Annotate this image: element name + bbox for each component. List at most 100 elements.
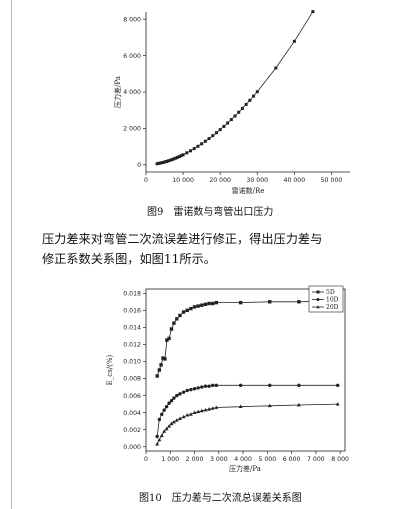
fig10-legend-label: 5D bbox=[326, 289, 335, 296]
fig10-data-point-5D bbox=[159, 363, 163, 367]
fig10-legend-box bbox=[308, 285, 344, 313]
fig9-data-point bbox=[222, 124, 226, 128]
fig9-data-point bbox=[174, 156, 178, 160]
fig10-data-point-20D bbox=[178, 416, 182, 420]
fig10-data-point-5D bbox=[175, 317, 179, 321]
fig10-data-point-10D bbox=[157, 417, 162, 422]
fig10-data-point-20D bbox=[210, 406, 215, 410]
fig9-data-point bbox=[244, 102, 248, 106]
fig10-data-point-5D bbox=[169, 327, 174, 331]
fig9-series-line bbox=[157, 11, 314, 165]
fig10-data-point-10D bbox=[211, 383, 215, 388]
fig10-data-point-10D bbox=[297, 383, 301, 388]
fig10-legend-marker bbox=[316, 305, 320, 309]
fig10-data-point-5D bbox=[181, 310, 186, 314]
fig9-y-tick-label: 8 000 bbox=[123, 16, 141, 23]
fig10-data-point-5D bbox=[214, 300, 219, 305]
fig9-data-point bbox=[176, 155, 180, 159]
fig10-data-point-20D bbox=[157, 437, 162, 442]
fig10-x-tick-label: 5 000 bbox=[258, 456, 276, 463]
fig10-data-point-20D bbox=[174, 418, 179, 422]
fig10-data-point-10D bbox=[172, 396, 176, 400]
fig10-data-point-5D bbox=[211, 301, 215, 306]
fig9-data-point bbox=[164, 159, 168, 163]
fig10-data-point-20D bbox=[238, 404, 243, 409]
fig9-data-point bbox=[189, 149, 193, 153]
fig10-data-point-20D bbox=[167, 424, 172, 428]
fig10-data-point-20D bbox=[192, 410, 197, 414]
fig9-data-point bbox=[233, 114, 237, 118]
fig10-data-point-10D bbox=[196, 386, 200, 390]
fig10-data-point-10D bbox=[336, 383, 340, 388]
fig9-data-point bbox=[274, 66, 278, 70]
fig10-data-point-20D bbox=[267, 403, 272, 408]
fig10-data-point-5D bbox=[185, 308, 189, 313]
fig9-y-tick-label: 0 bbox=[137, 162, 141, 169]
fig10-x-tick-label: 6 000 bbox=[283, 456, 301, 463]
fig10-data-point-5D bbox=[200, 303, 204, 307]
fig10-data-point-5D bbox=[155, 374, 159, 378]
fig10-y-tick-label: 0.002 bbox=[123, 427, 141, 434]
fig10-data-point-5D bbox=[268, 300, 272, 304]
fig10-data-point-10D bbox=[189, 387, 193, 392]
page-margin-rule bbox=[11, 0, 12, 509]
fig9-data-point bbox=[179, 154, 183, 158]
fig10-x-tick-label: 1 000 bbox=[161, 456, 179, 463]
fig10-y-tick-label: 0.010 bbox=[123, 359, 141, 366]
fig9-x-tick-label: 40 000 bbox=[284, 177, 306, 184]
fig10-data-point-5D bbox=[165, 338, 169, 342]
fig9-data-point bbox=[155, 162, 159, 166]
fig9-data-point bbox=[255, 90, 259, 94]
fig9-data-point bbox=[237, 110, 241, 114]
fig9-data-point bbox=[218, 128, 222, 132]
fig10-data-point-20D bbox=[164, 426, 169, 431]
fig10-data-point-10D bbox=[181, 390, 186, 394]
fig9-data-point bbox=[226, 121, 230, 125]
fig9-x-tick-label: 50 000 bbox=[321, 177, 343, 184]
fig10-legend-label: 20D bbox=[326, 304, 339, 311]
fig10-data-point-20D bbox=[203, 408, 208, 412]
fig9-data-point bbox=[168, 158, 172, 162]
fig9-y-tick-label: 6 000 bbox=[123, 53, 141, 60]
fig10-data-point-5D bbox=[192, 305, 197, 309]
fig10-data-point-20D bbox=[162, 429, 167, 433]
fig10-data-point-5D bbox=[163, 357, 167, 361]
figure-10-caption: 图10 压力差与二次流总误差关系图 bbox=[139, 493, 302, 504]
fig10-data-point-10D bbox=[169, 398, 174, 403]
fig10-x-tick-label: 8 000 bbox=[331, 456, 349, 463]
fig9-data-point bbox=[185, 151, 189, 155]
fig10-y-tick-label: 0.008 bbox=[123, 376, 141, 383]
body-paragraph: 压力差来对弯管二次流误差进行修正，得出压力差与 修正系数关系图，如图11所示。 bbox=[42, 229, 402, 269]
fig9-x-tick-label: 10 000 bbox=[172, 177, 194, 184]
fig9-axis-frame bbox=[145, 12, 350, 173]
fig10-data-point-10D bbox=[192, 387, 197, 391]
fig9-data-point bbox=[229, 118, 233, 122]
fig10-legend-label: 10D bbox=[326, 297, 339, 304]
fig10-data-point-10D bbox=[167, 401, 171, 405]
fig9-data-point bbox=[157, 161, 161, 165]
fig10-data-point-10D bbox=[160, 412, 164, 417]
fig9-data-point bbox=[214, 131, 218, 135]
fig10-data-point-20D bbox=[159, 433, 164, 438]
fig10-data-point-10D bbox=[203, 384, 208, 388]
fig9-data-point bbox=[163, 160, 167, 164]
fig9-data-point bbox=[159, 161, 163, 165]
fig10-data-point-5D bbox=[196, 304, 200, 308]
fig9-x-tick-label: 30 000 bbox=[246, 177, 268, 184]
fig10-data-point-10D bbox=[185, 388, 189, 393]
fig10-legend-marker bbox=[316, 290, 320, 294]
fig10-data-point-20D bbox=[296, 402, 301, 407]
fig10-x-axis-label: 压力差/Pa bbox=[229, 464, 261, 473]
fig10-data-point-5D bbox=[207, 301, 211, 306]
fig10-data-point-10D bbox=[238, 383, 243, 388]
fig9-data-point bbox=[192, 147, 196, 151]
fig9-data-point bbox=[161, 161, 165, 165]
fig10-y-tick-label: 0.006 bbox=[123, 393, 141, 400]
fig9-data-point bbox=[252, 94, 256, 98]
paragraph-line-1: 压力差来对弯管二次流误差进行修正，得出压力差与 bbox=[42, 232, 323, 246]
fig10-data-point-10D bbox=[164, 404, 169, 409]
fig9-data-point bbox=[170, 158, 174, 162]
paragraph-line-2: 修正系数关系图，如图11所示。 bbox=[42, 252, 216, 266]
fig10-data-point-20D bbox=[155, 442, 160, 446]
